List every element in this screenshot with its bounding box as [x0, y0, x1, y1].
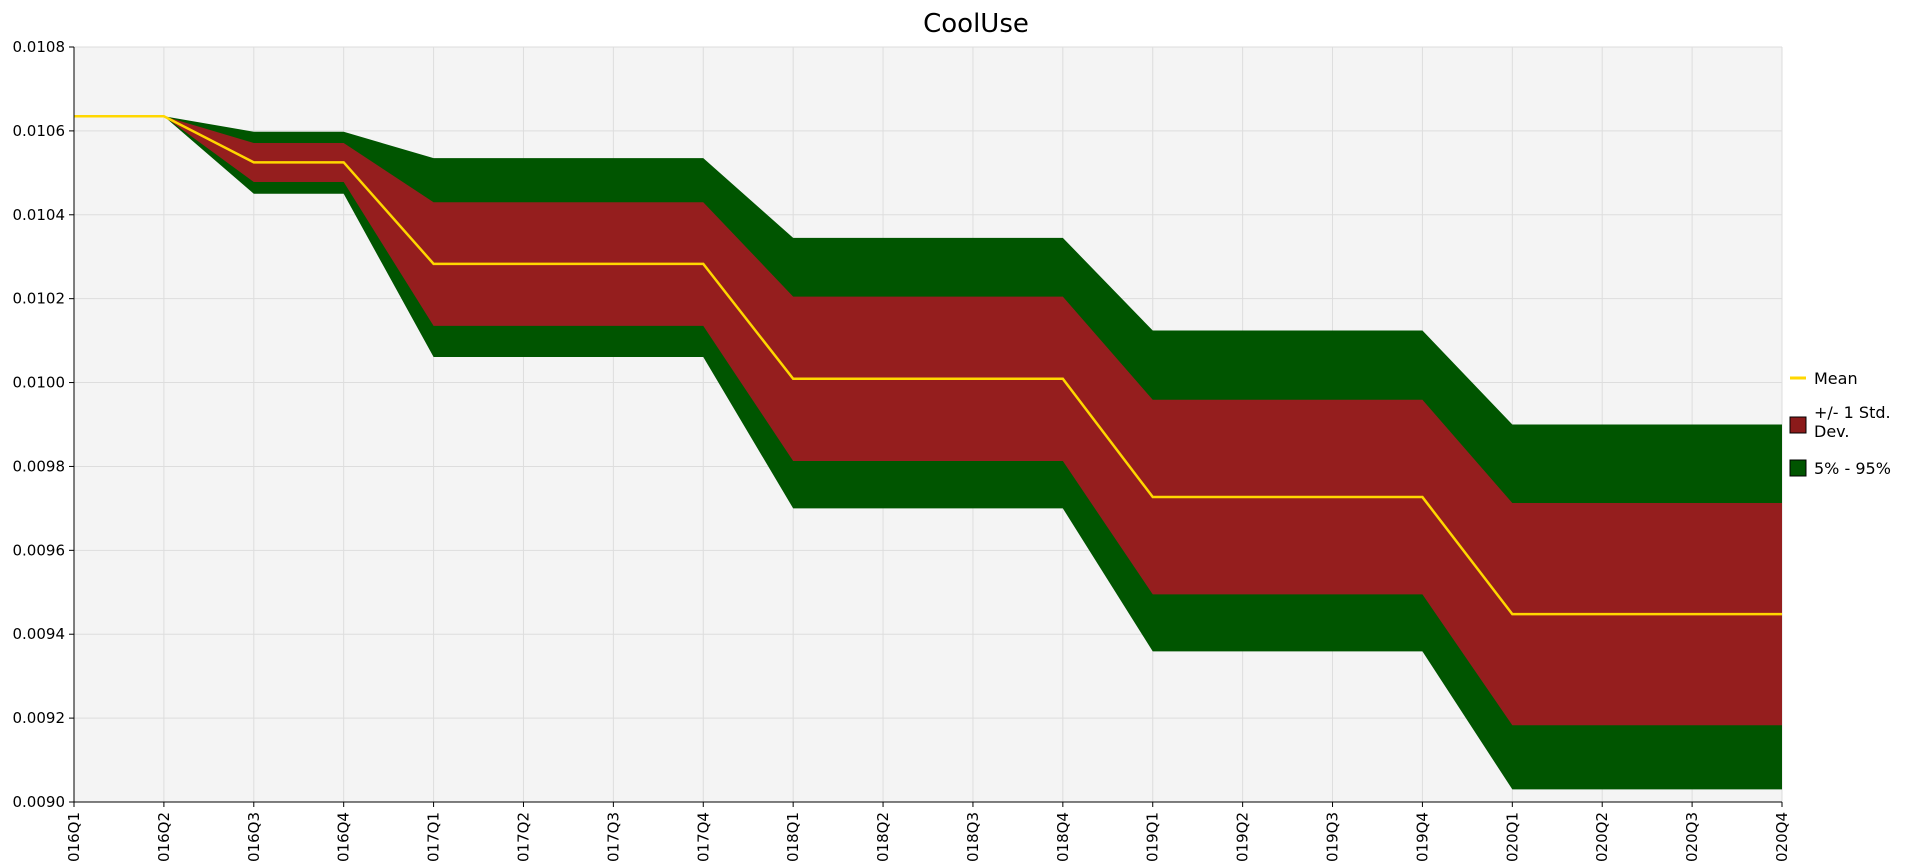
bands [163, 116, 1782, 790]
y-tick-label: 0.0104 [13, 206, 66, 224]
x-tick-label: 2017Q2 [514, 812, 532, 862]
y-tick-label: 0.0090 [13, 793, 66, 811]
x-tick-label: 2020Q2 [1593, 812, 1611, 862]
y-tick-labels: 0.0090 0.0092 0.0094 0.0096 0.0098 0.0100 0.01… [13, 38, 66, 811]
x-tick-label: 2019Q3 [1324, 812, 1342, 862]
x-tick-label: 2018Q1 [784, 812, 802, 862]
legend-mean-label: Mean [1814, 369, 1858, 388]
x-tick-label: 2018Q4 [1054, 812, 1072, 862]
x-tick-labels: 2016Q1 2016Q2 2016Q3 2016Q4 2017Q1 2017Q2 2017… [65, 812, 1791, 862]
y-tick-label: 0.0106 [13, 122, 66, 140]
x-tick-label: 2019Q1 [1144, 812, 1162, 862]
x-tick-label: 2018Q2 [874, 812, 892, 862]
x-tick-label: 2016Q4 [335, 812, 353, 862]
mean-line [74, 114, 1782, 616]
x-tick-label: 2019Q2 [1234, 812, 1252, 862]
std-dev-band [163, 116, 1782, 726]
legend: Mean +/- 1 Std. Dev. 5% - 95% [1789, 369, 1891, 478]
mean-layer [73, 114, 1783, 616]
legend-std-label: +/- 1 Std. Dev. [1814, 403, 1891, 441]
y-tick-label: 0.0096 [13, 541, 66, 559]
y-tick-label: 0.0108 [13, 38, 66, 56]
x-tick-label: 2018Q3 [964, 812, 982, 862]
x-tick-label: 2019Q4 [1413, 812, 1431, 862]
x-tick-label: 2016Q2 [155, 812, 173, 862]
y-tick-label: 0.0100 [13, 374, 66, 392]
legend-std-swatch [1789, 416, 1807, 434]
y-tick-label: 0.0094 [13, 625, 66, 643]
y-tick-label: 0.0092 [13, 709, 66, 727]
legend-pct-label: 5% - 95% [1814, 459, 1891, 478]
x-tick-label: 2020Q1 [1503, 812, 1521, 862]
y-tick-label: 0.0098 [13, 457, 66, 475]
x-tick-label: 2017Q1 [425, 812, 443, 862]
x-tick-label: 2016Q3 [245, 812, 263, 862]
x-tick-label: 2020Q3 [1683, 812, 1701, 862]
chart-title: CoolUse [923, 9, 1029, 39]
y-tick-label: 0.0102 [13, 290, 66, 308]
axes [69, 46, 1783, 807]
x-tick-label: 2016Q1 [65, 812, 83, 862]
x-tick-label: 2017Q3 [604, 812, 622, 862]
x-tick-label: 2020Q4 [1773, 812, 1791, 862]
x-tick-label: 2017Q4 [694, 812, 712, 862]
legend-pct-swatch [1789, 459, 1807, 477]
